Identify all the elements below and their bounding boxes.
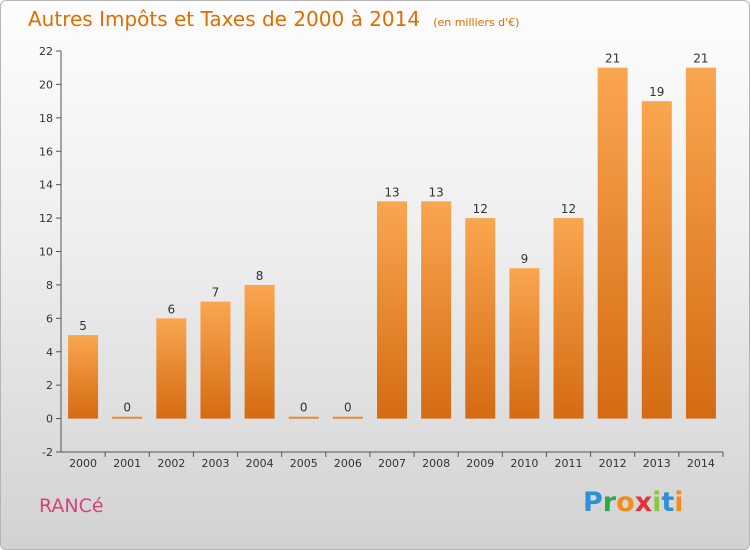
y-tick-label: -2: [42, 446, 53, 459]
logo-letter: r: [602, 487, 617, 518]
bar: [377, 201, 407, 419]
data-label: 0: [123, 401, 131, 415]
x-tick-label: 2007: [378, 457, 406, 470]
y-tick-label: 6: [46, 312, 53, 325]
bars: [68, 67, 716, 419]
x-tick-label: 2010: [510, 457, 538, 470]
logo-letter: x: [634, 487, 653, 518]
data-label: 6: [168, 302, 176, 316]
bar: [685, 67, 716, 419]
y-tick-label: 0: [46, 413, 53, 426]
y-tick-label: 2: [46, 379, 53, 392]
x-tick-label: 2012: [599, 457, 627, 470]
bar: [288, 416, 319, 419]
bar: [597, 67, 628, 419]
chart-title: Autres Impôts et Taxes de 2000 à 2014: [28, 7, 421, 31]
proxiti-logo: Proxiti: [583, 487, 684, 518]
data-label: 7: [212, 286, 220, 300]
data-labels: 5 0 6 7 8 0 0 13 13 12 9 12 21 19 21: [79, 52, 708, 415]
y-tick-label: 16: [39, 145, 53, 158]
data-label: 8: [256, 269, 264, 283]
x-tick-label: 2013: [643, 457, 671, 470]
data-label: 13: [428, 185, 443, 199]
bar: [244, 284, 275, 419]
x-tick-label: 2014: [687, 457, 715, 470]
logo-letter: i: [652, 487, 662, 518]
data-label: 12: [561, 202, 576, 216]
bar: [200, 301, 231, 419]
y-tick-label: 4: [46, 346, 53, 359]
axes: -2 0 2 4 6 8 10 12 14 16 18 20 22 2000 2001 2002 2003 200…: [39, 45, 724, 470]
x-tick-label: 2006: [334, 457, 362, 470]
logo-letter: P: [583, 487, 603, 518]
x-tick-label: 2005: [290, 457, 318, 470]
y-tick-label: 22: [39, 45, 53, 58]
data-label: 21: [605, 52, 620, 66]
x-tick-label: 2002: [157, 457, 185, 470]
x-tick-label: 2003: [201, 457, 229, 470]
bar: [465, 218, 496, 419]
bar: [68, 335, 99, 419]
y-tick-label: 14: [39, 179, 53, 192]
bar: [509, 268, 540, 419]
y-tick-label: 8: [46, 279, 53, 292]
data-label: 13: [384, 185, 399, 199]
data-label: 0: [344, 401, 352, 415]
chart-title-group: Autres Impôts et Taxes de 2000 à 2014 (e…: [28, 7, 519, 31]
y-tick-label: 18: [39, 112, 53, 125]
x-tick-label: 2004: [246, 457, 274, 470]
bar: [421, 201, 452, 419]
bar: [641, 101, 672, 419]
x-tick-label: 2008: [422, 457, 450, 470]
x-tick-label: 2011: [555, 457, 583, 470]
x-tick-label: 2000: [69, 457, 97, 470]
logo-letter: o: [616, 487, 635, 518]
bar: [553, 218, 584, 419]
data-label: 9: [521, 252, 529, 266]
x-tick-label: 2009: [466, 457, 494, 470]
data-label: 0: [300, 401, 308, 415]
y-tick-label: 10: [39, 246, 53, 259]
x-tick-label: 2001: [113, 457, 141, 470]
bar: [332, 416, 363, 419]
bar: [156, 318, 187, 419]
bar: [112, 416, 143, 419]
y-tick-label: 20: [39, 78, 53, 91]
logo-letter: t: [661, 487, 675, 518]
data-label: 21: [693, 52, 708, 66]
y-tick-label: 12: [39, 212, 53, 225]
place-name: RANCé: [39, 495, 104, 517]
data-label: 5: [79, 319, 87, 333]
data-label: 19: [649, 85, 664, 99]
chart-subtitle: (en milliers d'€): [433, 16, 520, 29]
data-label: 12: [473, 202, 488, 216]
logo-letter: i: [674, 487, 684, 518]
